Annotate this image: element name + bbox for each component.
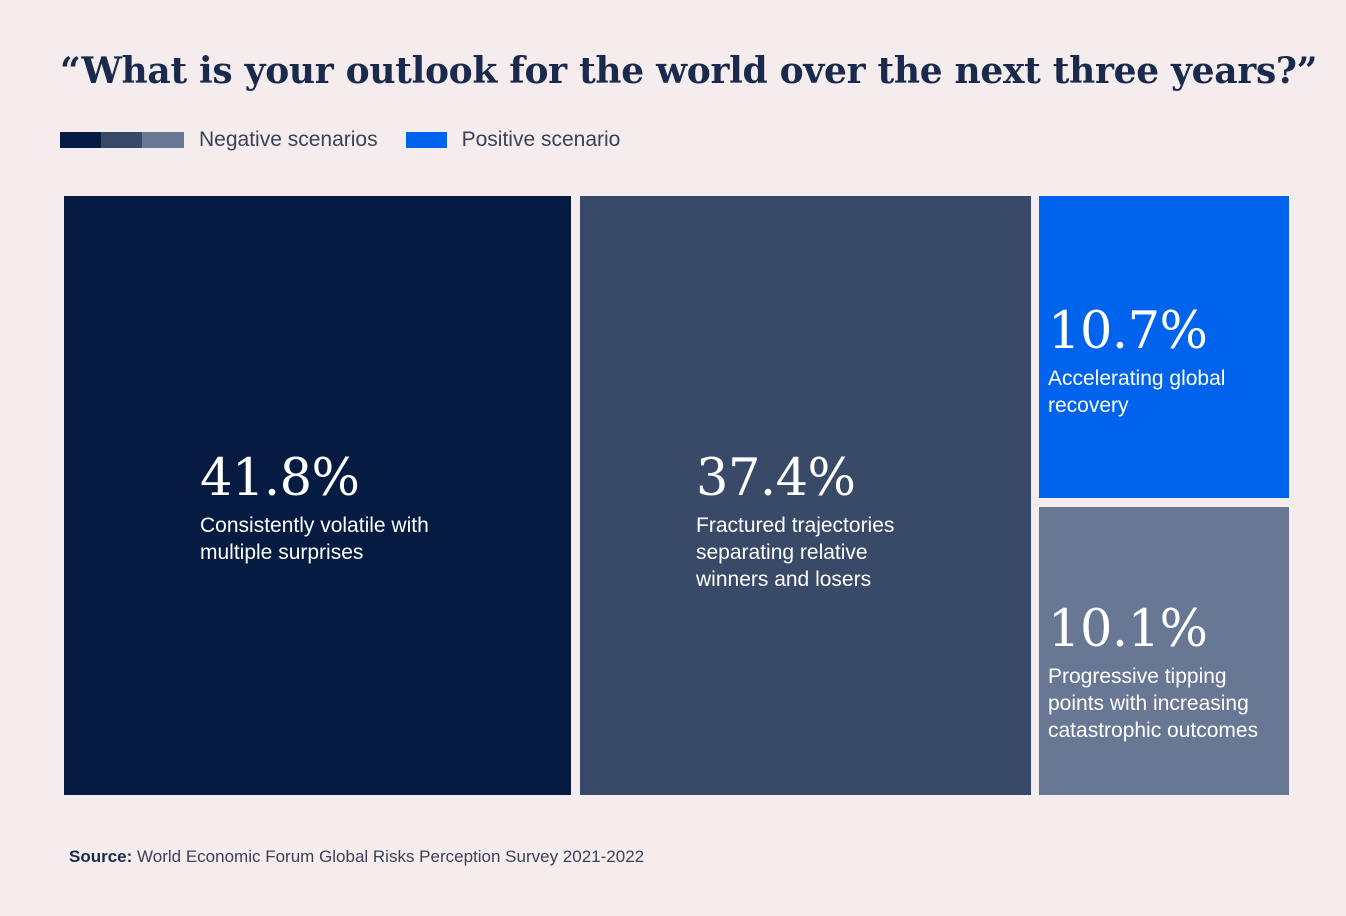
tile-description: Progressive tipping points with increasi… [1048, 665, 1259, 742]
tile-percentage: 10.7% [1048, 302, 1208, 361]
tile-content: 37.4% Fractured trajectories separating … [696, 453, 910, 593]
tile-content: 41.8% Consistently volatile with multipl… [200, 453, 450, 566]
legend-swatch-mid [101, 132, 142, 148]
source-note: Source: World Economic Forum Global Risk… [69, 847, 644, 867]
tile-accelerating-recovery: 10.7% Accelerating global recovery [1039, 196, 1289, 498]
legend-label-positive: Positive scenario [461, 128, 621, 151]
legend-swatch-dark [60, 132, 101, 148]
legend-item-positive: Positive scenario [405, 128, 621, 152]
tile-content: 10.7% Accelerating global recovery [1048, 306, 1248, 419]
tile-description: Fractured trajectories separating relati… [696, 514, 895, 591]
tile-description: Consistently volatile with multiple surp… [200, 514, 429, 564]
tile-percentage: 37.4% [696, 449, 856, 508]
legend-label-negative: Negative scenarios [199, 128, 378, 151]
legend: Negative scenarios Positive scenario [60, 126, 648, 154]
tile-description: Accelerating global recovery [1048, 367, 1226, 417]
tile-progressive-tipping-points: 10.1% Progressive tipping points with in… [1039, 507, 1289, 795]
legend-swatch-light [142, 132, 184, 148]
legend-swatch-blue [405, 132, 447, 148]
tile-consistently-volatile: 41.8% Consistently volatile with multipl… [64, 196, 571, 795]
source-text: World Economic Forum Global Risks Percep… [137, 847, 645, 866]
tile-fractured-trajectories: 37.4% Fractured trajectories separating … [580, 196, 1031, 795]
source-label: Source: [69, 847, 133, 866]
chart-title: “What is your outlook for the world over… [60, 50, 1318, 92]
tile-percentage: 10.1% [1048, 600, 1208, 659]
legend-swatch-positive [405, 132, 447, 148]
legend-swatch-negative [60, 132, 184, 148]
legend-item-negative: Negative scenarios [60, 128, 378, 152]
tile-percentage: 41.8% [200, 449, 360, 508]
tile-content: 10.1% Progressive tipping points with in… [1048, 604, 1284, 744]
